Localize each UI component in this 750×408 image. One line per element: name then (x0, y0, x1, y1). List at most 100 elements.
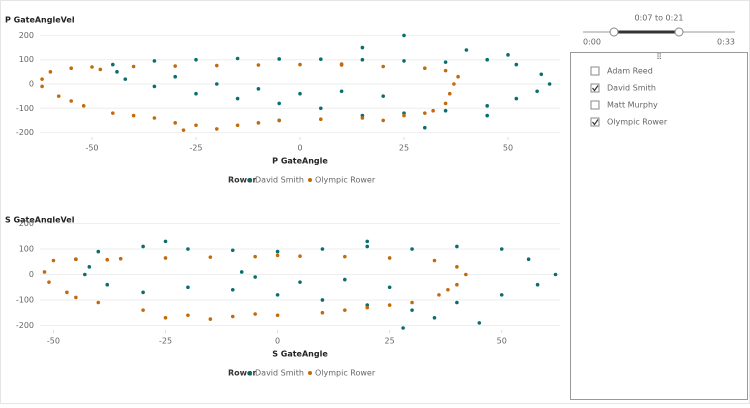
checkbox[interactable] (590, 117, 600, 127)
point (275, 293, 280, 297)
filter-label[interactable]: Adam Reed (607, 67, 653, 76)
legend-label: Olympic Rower (315, 176, 376, 185)
point (343, 277, 347, 282)
checkbox[interactable] (590, 66, 600, 76)
point (65, 290, 69, 295)
legend-marker (308, 178, 312, 182)
point (173, 74, 177, 79)
point (186, 313, 190, 318)
legend-marker (308, 371, 312, 375)
y-tick-label: 100 (19, 55, 34, 64)
y-tick-label: 200 (19, 31, 34, 40)
x-axis-title: S GateAngle (272, 350, 328, 359)
point (452, 82, 456, 86)
point (447, 91, 452, 96)
point (69, 99, 73, 103)
point (141, 308, 145, 312)
point (298, 254, 302, 258)
checkbox[interactable] (590, 83, 600, 93)
point (298, 280, 302, 284)
point (443, 60, 448, 64)
x-tick-label: 25 (385, 337, 395, 346)
point (48, 70, 53, 74)
point (96, 249, 101, 254)
point (485, 57, 490, 62)
point (275, 313, 280, 318)
point (320, 310, 325, 315)
slider-max: 0:33 (717, 38, 735, 47)
filter-label[interactable]: Olympic Rower (607, 118, 668, 127)
point (298, 62, 302, 67)
point (230, 314, 235, 319)
point (443, 68, 448, 73)
point (208, 255, 213, 259)
point (186, 285, 190, 290)
point (163, 316, 168, 320)
point (253, 254, 257, 259)
legend-label: Olympic Rower (315, 369, 376, 378)
point (464, 272, 468, 277)
point (87, 265, 92, 269)
point (431, 108, 435, 113)
point (526, 257, 531, 262)
point (339, 89, 344, 94)
point (456, 74, 460, 79)
point (437, 293, 441, 297)
filter-label[interactable]: David Smith (607, 84, 656, 93)
point (40, 84, 44, 89)
point (365, 244, 370, 249)
point (387, 256, 392, 260)
point (105, 282, 110, 287)
x-tick-label: -25 (189, 144, 202, 153)
point (381, 64, 386, 69)
point (443, 108, 448, 113)
point (173, 64, 177, 68)
point (105, 257, 110, 262)
point (402, 113, 406, 118)
point (387, 303, 392, 307)
point (343, 254, 347, 259)
point (365, 239, 370, 244)
point (235, 123, 240, 128)
point (90, 65, 94, 69)
point (423, 66, 427, 71)
point (74, 295, 78, 300)
point (365, 303, 370, 307)
point (277, 101, 282, 106)
point (131, 113, 136, 118)
point (477, 321, 482, 325)
point (215, 63, 219, 68)
point (194, 123, 198, 128)
checkbox[interactable] (590, 100, 600, 110)
filter-label[interactable]: Matt Murphy (607, 101, 658, 110)
x-tick-label: 50 (497, 337, 507, 346)
y-tick-label: 100 (19, 245, 34, 254)
point (253, 312, 257, 316)
point (443, 101, 448, 106)
point (111, 111, 115, 115)
legend-label: David Smith (255, 176, 304, 185)
legend-marker (248, 178, 252, 182)
point (275, 249, 280, 254)
point (387, 285, 392, 290)
point (506, 53, 510, 57)
point (152, 59, 157, 63)
point (485, 104, 490, 108)
point (539, 72, 544, 77)
point (432, 316, 437, 320)
point (455, 244, 459, 249)
point (152, 84, 157, 89)
slider-handle[interactable] (674, 27, 684, 37)
point (40, 77, 44, 81)
slider-label: 0:07 to 0:21 (634, 14, 683, 23)
point (47, 280, 51, 284)
point (230, 287, 235, 292)
point (360, 116, 365, 120)
y-tick-label: -200 (16, 321, 34, 330)
point (173, 121, 177, 125)
slider-handle[interactable] (609, 27, 619, 37)
slider-min: 0:00 (583, 38, 601, 47)
point (381, 94, 386, 98)
point (51, 258, 56, 263)
